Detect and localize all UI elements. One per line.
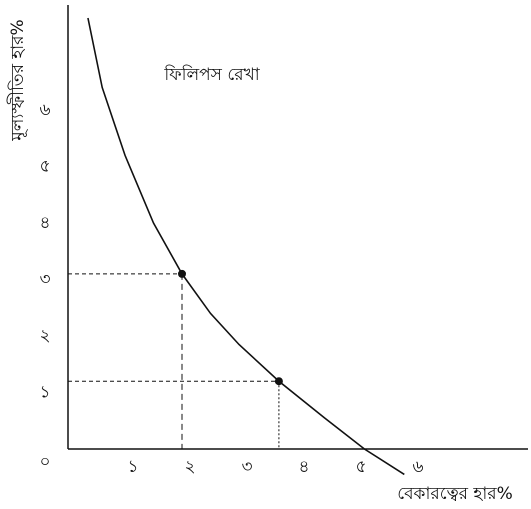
- curve-annotation: ফিলিপস রেখা: [163, 64, 260, 85]
- y-tick-label: ৪: [39, 213, 50, 233]
- x-tick-label: ২: [184, 457, 195, 477]
- x-tick-label: ৬: [412, 457, 423, 477]
- curve: [87, 17, 405, 476]
- y-tick-label: ৫: [39, 157, 50, 177]
- x-axis-label: বেকারত্বের হার%: [397, 484, 513, 504]
- y-tick-label: ১: [39, 383, 50, 403]
- y-tick-label: ২: [39, 326, 50, 346]
- point: [178, 269, 187, 278]
- x-tick-label: ১: [127, 457, 138, 477]
- y-tick-label: ৬: [39, 100, 50, 120]
- x-tick-label: ৪: [298, 457, 309, 477]
- point: [274, 377, 283, 386]
- y-tick-label: ৩: [39, 270, 50, 290]
- y-axis-label: মূল্যস্ফীতির হার%: [7, 19, 28, 141]
- x-tick-label: ৫: [355, 457, 366, 477]
- y-tick-label: ০: [39, 452, 50, 472]
- x-tick-label: ৩: [241, 457, 252, 477]
